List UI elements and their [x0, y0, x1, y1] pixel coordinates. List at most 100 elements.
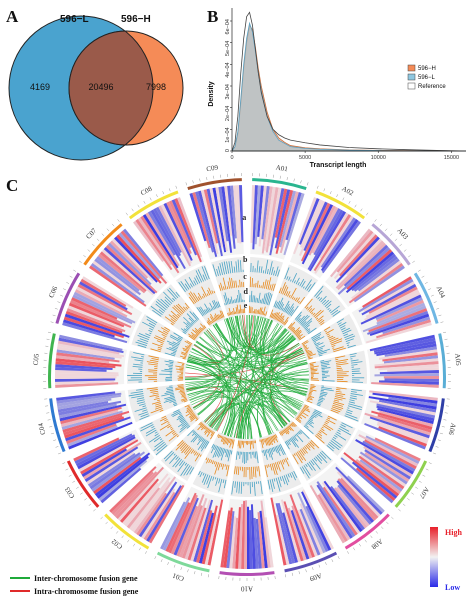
bar-mark [300, 411, 309, 417]
bar-mark [188, 317, 195, 324]
bar-mark [235, 280, 238, 288]
bar-mark [259, 307, 262, 315]
heatmap-cell [336, 486, 370, 527]
panel-letter-c: C [6, 176, 18, 195]
bar-mark [212, 476, 215, 481]
bar-mark [192, 312, 200, 320]
inter-fusion-link [225, 315, 241, 348]
heatmap-cell [133, 476, 176, 534]
track-d-bg [234, 449, 260, 466]
bar-mark [154, 431, 158, 434]
inter-fusion-link [237, 315, 283, 428]
bar-mark [157, 399, 161, 402]
bar-mark [266, 437, 271, 446]
circos-plot: A01A02A03A04A05A06A07A08A09A10C01C02C03C… [32, 163, 463, 592]
bar-mark [207, 429, 211, 434]
heatmap-cell [290, 510, 310, 560]
bar-mark [214, 313, 219, 321]
heatmap-cell [171, 199, 198, 256]
bar-mark [309, 389, 317, 392]
heatmap-cell [335, 466, 383, 515]
chromosome-tick [65, 468, 69, 471]
chromosome-tick [325, 562, 327, 565]
bar-mark [203, 426, 207, 430]
bar-mark [253, 451, 255, 458]
bar-mark [197, 296, 201, 301]
bar-mark [279, 315, 285, 323]
bar-mark [178, 385, 184, 388]
bar-mark [319, 395, 324, 398]
bar-mark [155, 396, 160, 398]
bar-mark [255, 309, 257, 314]
bar-mark [149, 389, 158, 391]
bar-mark [297, 334, 303, 339]
bar-mark [213, 461, 216, 465]
bar-mark [307, 353, 316, 358]
bar-mark [301, 340, 308, 345]
heatmap-cell [309, 484, 346, 544]
bar-mark [316, 347, 323, 351]
bar-mark [308, 392, 313, 395]
bar-mark [273, 447, 276, 452]
bar-mark [207, 475, 213, 489]
heatmap-cell [255, 518, 262, 569]
bar-mark [285, 474, 290, 483]
chromosome-tick [101, 233, 105, 236]
bar-mark [227, 297, 230, 305]
inter-fusion-link [237, 397, 301, 439]
bar-mark [168, 359, 174, 362]
chromosome-C01: C01 [154, 432, 236, 583]
bar-mark [177, 303, 186, 312]
chromosome-tick [80, 492, 83, 495]
bar-mark [286, 457, 289, 460]
bar-mark [279, 476, 282, 481]
bar-mark [268, 448, 274, 460]
bar-mark [184, 345, 190, 349]
bar-mark [336, 318, 344, 324]
inter-fusion-link [197, 316, 238, 415]
chromosome-tick [394, 238, 398, 242]
bar-mark [296, 334, 301, 338]
inter-fusion-link [197, 315, 258, 415]
heatmap-cell [176, 505, 198, 557]
chromosome-tick [149, 197, 152, 201]
bar-mark [178, 282, 186, 293]
chromosome-label: A06 [447, 422, 458, 436]
bar-mark [222, 437, 226, 445]
chromosome-tick [200, 572, 203, 576]
bar-mark [136, 399, 145, 402]
bar-mark [235, 261, 238, 273]
heatmap-cell [133, 220, 165, 263]
bar-mark [155, 335, 166, 341]
heatmap-cell [89, 452, 141, 490]
bar-mark [315, 342, 324, 347]
bar-mark [193, 450, 196, 454]
bar-mark [198, 470, 201, 476]
heatmap-cell [204, 514, 219, 565]
bar-mark [303, 320, 313, 329]
bar-mark [317, 349, 323, 353]
heatmap-cell [279, 191, 299, 254]
bar-mark [268, 294, 273, 306]
chromosome-tick [436, 308, 440, 310]
bar-mark [200, 439, 207, 449]
bar-mark [281, 430, 284, 435]
heatmap-cell [141, 488, 176, 539]
heatmap-cell [135, 219, 173, 271]
heatmap-cell [343, 244, 389, 287]
heatmap-cell [382, 352, 438, 362]
inter-fusion-link [196, 340, 303, 362]
chromosome-band [128, 190, 179, 220]
heatmap-cell [56, 391, 116, 401]
heatmap-cell [229, 516, 237, 569]
heatmap-cell [319, 212, 349, 259]
heatmap-cell [77, 436, 136, 470]
heatmap-cell [98, 459, 148, 502]
heatmap-cell [59, 334, 123, 351]
heatmap-cell [233, 185, 240, 243]
bar-mark [213, 299, 218, 309]
heatmap-cell [378, 380, 439, 385]
chromosome-band [48, 333, 56, 389]
heatmap-cell [67, 305, 123, 329]
bar-mark [269, 284, 272, 291]
